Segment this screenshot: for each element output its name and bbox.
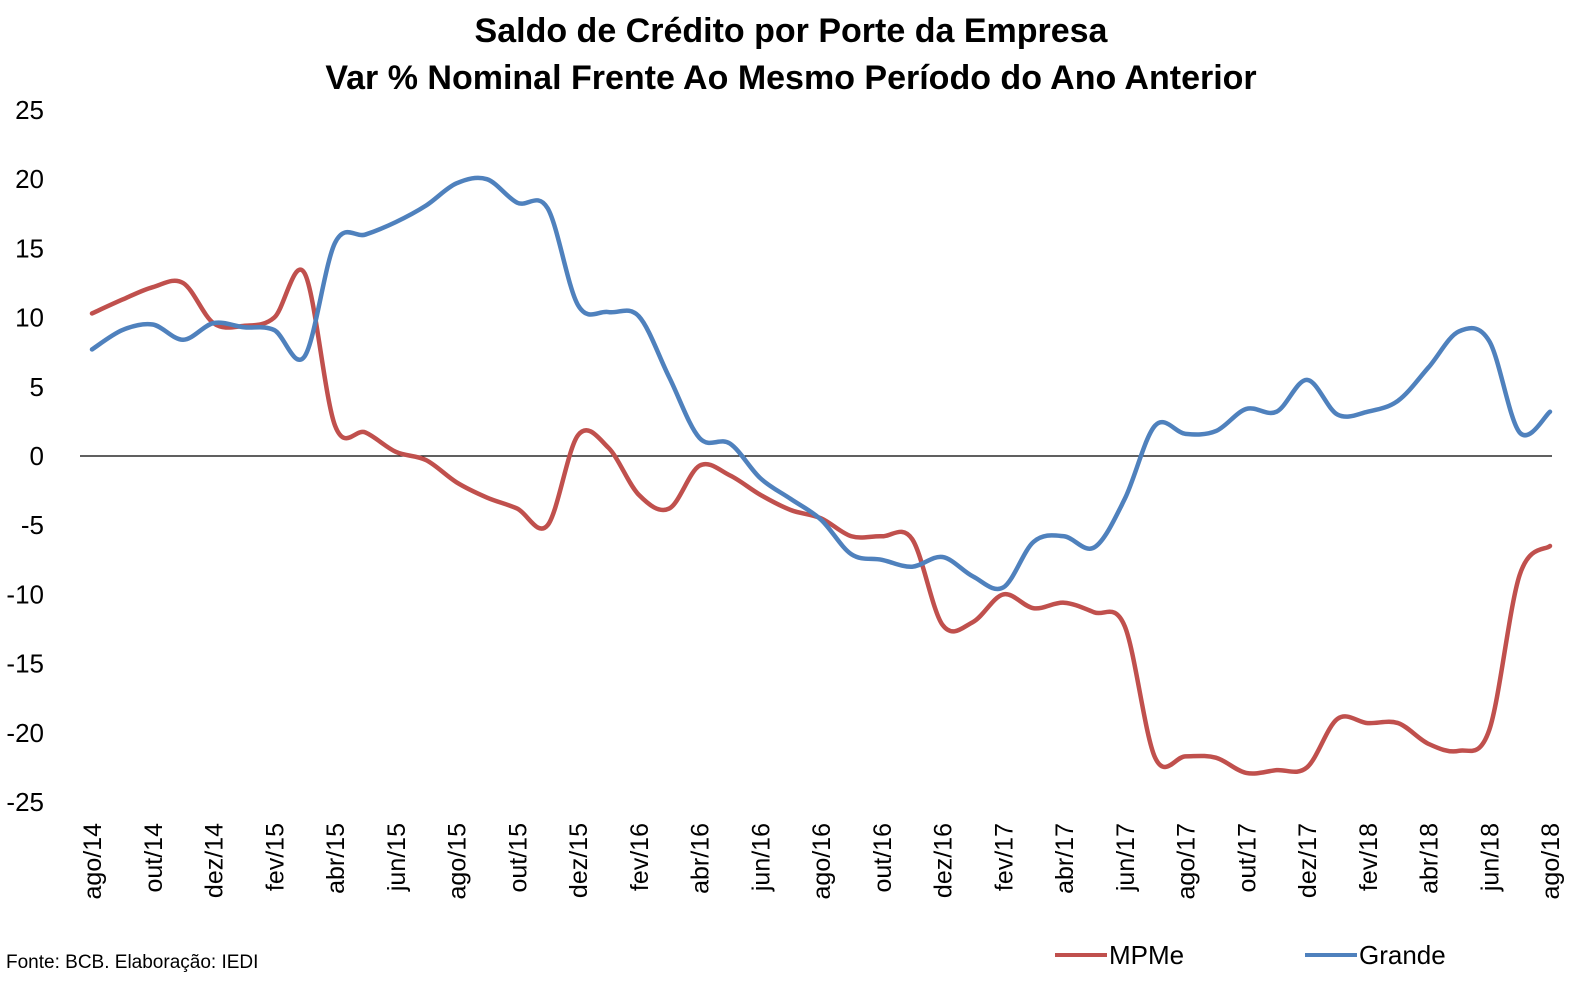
y-tick-label: 15 (15, 233, 44, 263)
x-tick-label: out/15 (504, 823, 532, 893)
legend-swatch-grande (1305, 953, 1357, 957)
x-tick-label: dez/17 (1294, 823, 1322, 898)
legend-swatch-mpme (1055, 953, 1107, 957)
x-tick-label: ago/18 (1537, 823, 1565, 899)
x-tick-label: jun/17 (1112, 823, 1140, 892)
legend-label-mpme: MPMe (1109, 939, 1185, 970)
y-tick-label: -5 (21, 510, 44, 540)
legend-label-grande: Grande (1359, 939, 1446, 970)
x-tick-label: jun/16 (747, 823, 775, 892)
legend-item-grande: Grande (1305, 938, 1446, 972)
x-tick-label: abr/15 (322, 823, 350, 894)
legend-item-mpme: MPMe (1055, 938, 1184, 972)
series-group (89, 175, 1553, 776)
x-tick-label: dez/15 (565, 823, 593, 898)
x-tick-label: ago/15 (444, 823, 472, 899)
source-note: Fonte: BCB. Elaboração: IEDI (6, 952, 259, 973)
x-tick-label: ago/17 (1173, 823, 1201, 899)
series-line-grande (89, 175, 1553, 592)
y-tick-label: -15 (6, 649, 44, 679)
x-tick-label: out/16 (869, 823, 897, 893)
y-tick-label: 10 (15, 303, 44, 333)
x-tick-label: fev/15 (261, 823, 289, 891)
x-tick-label: dez/14 (201, 823, 229, 898)
series-grande (89, 175, 1553, 592)
chart-title-line-2: Var % Nominal Frente Ao Mesmo Período do… (325, 59, 1257, 97)
y-tick-label: -25 (6, 787, 44, 817)
x-tick-label: ago/14 (79, 823, 107, 900)
y-tick-label: -10 (6, 579, 44, 609)
x-tick-label: abr/16 (687, 823, 715, 894)
y-tick-label: 0 (30, 441, 44, 471)
x-axis: ago/14 out/14 dez/14 fev/15 abr/15 jun/15 ago/… (79, 823, 1565, 900)
x-tick-label: dez/16 (930, 823, 958, 898)
x-tick-label: fev/16 (626, 823, 654, 891)
x-tick-label: jun/15 (383, 823, 411, 892)
y-tick-label: 25 (15, 95, 44, 125)
y-tick-label: 5 (30, 372, 44, 402)
x-tick-label: fev/18 (1355, 823, 1383, 891)
y-tick-label: 20 (15, 164, 44, 194)
x-tick-label: abr/18 (1416, 823, 1444, 894)
y-tick-label: -20 (6, 718, 44, 748)
chart-title: Saldo de Crédito por Porte da Empresa Va… (0, 8, 1582, 102)
x-tick-label: out/14 (140, 823, 168, 893)
chart-title-line-1: Saldo de Crédito por Porte da Empresa (474, 12, 1108, 50)
x-tick-label: abr/17 (1051, 823, 1079, 894)
y-axis: 25 20 15 10 5 0 -5 -10 -15 -20 -25 (6, 95, 44, 817)
x-tick-label: ago/16 (808, 823, 836, 899)
x-tick-label: jun/18 (1476, 823, 1504, 892)
x-tick-label: out/17 (1233, 823, 1261, 893)
x-tick-label: fev/17 (990, 823, 1018, 891)
